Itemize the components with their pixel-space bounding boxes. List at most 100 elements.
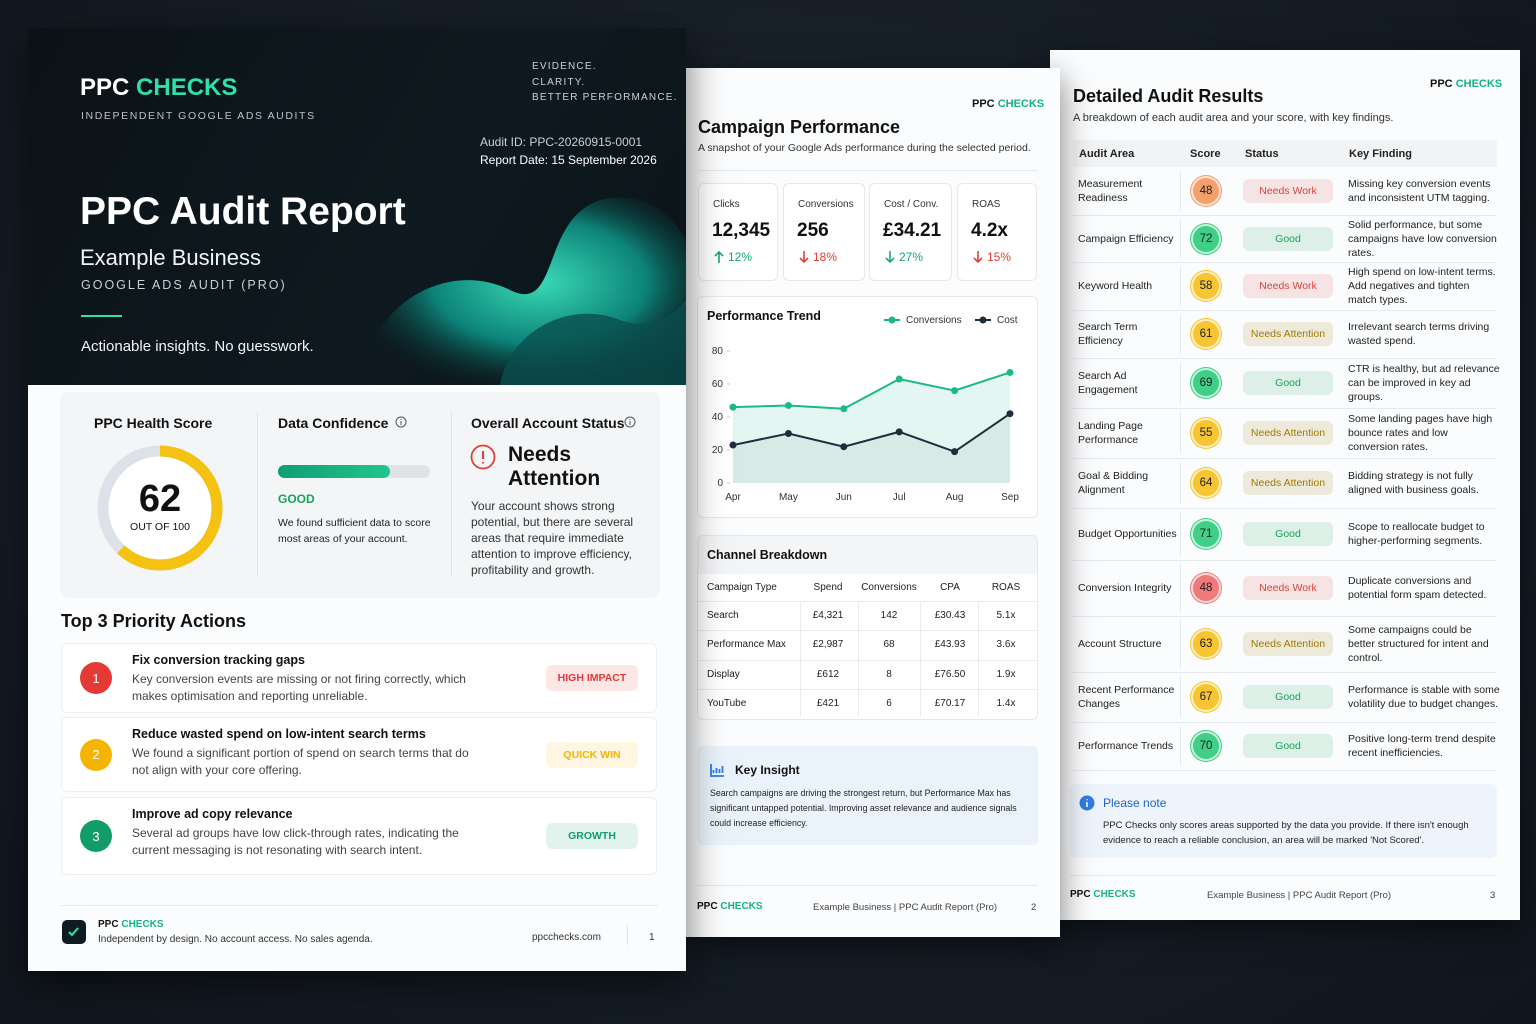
kpi-card (957, 183, 1037, 281)
table-cell: 68 (883, 639, 895, 651)
insight-icon (710, 764, 724, 777)
data-point (840, 443, 848, 451)
chart-title: Performance Trend (707, 309, 821, 323)
row-divider (1073, 560, 1497, 561)
accent-line (81, 315, 122, 317)
insight-box (697, 746, 1038, 845)
column-divider (858, 601, 859, 716)
column-divider (800, 601, 801, 716)
impact-badge: GROWTH (546, 823, 638, 849)
key-finding: High spend on low-intent terms. Add nega… (1348, 266, 1496, 306)
brand-checks: CHECKS (121, 919, 164, 930)
audit-area: Recent Performance Changes (1078, 684, 1175, 710)
audit-area: Budget Opportunities (1078, 528, 1177, 540)
card-label: PPC Health Score (94, 415, 213, 431)
column-divider (920, 601, 921, 716)
kpi-label: Cost / Conv. (884, 199, 939, 210)
row-divider (1073, 616, 1497, 617)
y-tick-label: 40 (712, 412, 724, 423)
score-max: 100 (172, 521, 190, 533)
score-badge: 69 (1191, 368, 1221, 398)
footer-text: Example Business | PPC Audit Report (Pro… (813, 902, 998, 913)
kpi-value: £34.21 (883, 220, 942, 241)
brand: PPC CHECKS (98, 919, 164, 930)
data-point (784, 430, 792, 437)
kpi-arrow (973, 251, 983, 264)
column-header: Status (1245, 148, 1279, 160)
kpi-change: 27% (899, 250, 924, 264)
table-title: Channel Breakdown (707, 548, 828, 562)
footer-line (60, 905, 658, 906)
row-divider (1073, 458, 1497, 459)
brand-ppc: PPC (80, 74, 130, 101)
column-header: Score (1190, 148, 1221, 160)
x-tick-label: Jul (893, 492, 906, 503)
data-point (1006, 368, 1014, 376)
status-badge: Needs Attention (1243, 471, 1333, 495)
gauge-arc (97, 445, 223, 571)
audit-area: Search Ad Engagement (1078, 370, 1138, 396)
table-cell: YouTube (707, 697, 747, 709)
table-cell: 1.4x (996, 697, 1016, 709)
brand-ppc: PPC (98, 919, 119, 930)
table-cell: £76.50 (934, 668, 966, 680)
score-badge: 48 (1191, 176, 1221, 206)
card-label: Data Confidence (278, 415, 389, 431)
status-badge: Good (1243, 226, 1333, 251)
warning-icon (470, 444, 496, 470)
score-badge: 71 (1191, 519, 1221, 549)
brand: PPC CHECKS (697, 901, 763, 912)
series-area (733, 413, 1010, 483)
table-cell: 142 (880, 610, 898, 621)
cell-divider (1180, 362, 1181, 404)
key-finding: Duplicate conversions and potential form… (1348, 575, 1487, 601)
legend-label: Cost (997, 315, 1018, 326)
motto-line: EVIDENCE. (532, 61, 597, 72)
table-cell: 6 (886, 697, 892, 709)
score-badge: 55 (1191, 418, 1221, 448)
arrow-icon (973, 251, 983, 264)
table-cell: £2,987 (812, 639, 844, 651)
cell-divider (1180, 314, 1181, 354)
row-divider (1073, 722, 1497, 723)
note-title: Please note (1103, 796, 1167, 810)
data-point (729, 441, 737, 449)
row-divider (698, 630, 1037, 632)
info-icon (624, 416, 636, 428)
audit-area: Goal & Bidding Alignment (1078, 470, 1149, 496)
action-number: 1 (80, 662, 112, 694)
arrow-icon (885, 251, 895, 264)
cell-divider (1180, 726, 1181, 766)
footer-divider (627, 925, 628, 945)
table-cell: 8 (886, 668, 892, 680)
brand-ppc: PPC (1430, 78, 1453, 90)
score-badge: 64 (1191, 468, 1221, 498)
footer-text: Example Business | PPC Audit Report (Pro… (1207, 890, 1392, 901)
info-icon (1079, 795, 1095, 811)
row-divider (1073, 672, 1497, 673)
kpi-change: 12% (728, 250, 753, 264)
motto-line: BETTER PERFORMANCE. (532, 92, 678, 103)
data-point (895, 375, 903, 383)
legend-label: Conversions (906, 315, 962, 326)
cell-divider (1180, 462, 1181, 504)
kpi-change: 15% (987, 250, 1012, 264)
column-header: Conversions (861, 582, 917, 593)
cell-divider (1180, 620, 1181, 668)
audit-area: Account Structure (1078, 638, 1162, 650)
x-tick-label: Aug (946, 492, 964, 503)
y-tick-label: 0 (717, 478, 723, 489)
table-cell: £70.17 (934, 697, 966, 709)
table-header (1073, 140, 1497, 167)
audit-area: Search Term Efficiency (1078, 321, 1138, 347)
page-subtitle: A breakdown of each audit area and your … (1073, 112, 1394, 124)
key-finding: Scope to reallocate budget to higher-per… (1348, 521, 1485, 547)
check (68, 927, 79, 937)
key-finding: Irrelevant search terms driving wasted s… (1348, 321, 1490, 347)
key-finding: Solid performance, but some campaigns ha… (1348, 218, 1497, 259)
impact-badge: QUICK WIN (546, 741, 638, 768)
brand-ppc: PPC (972, 98, 995, 110)
table-cell: £43.93 (934, 639, 966, 651)
card-divider (451, 412, 452, 576)
score-badge: 61 (1191, 319, 1221, 349)
